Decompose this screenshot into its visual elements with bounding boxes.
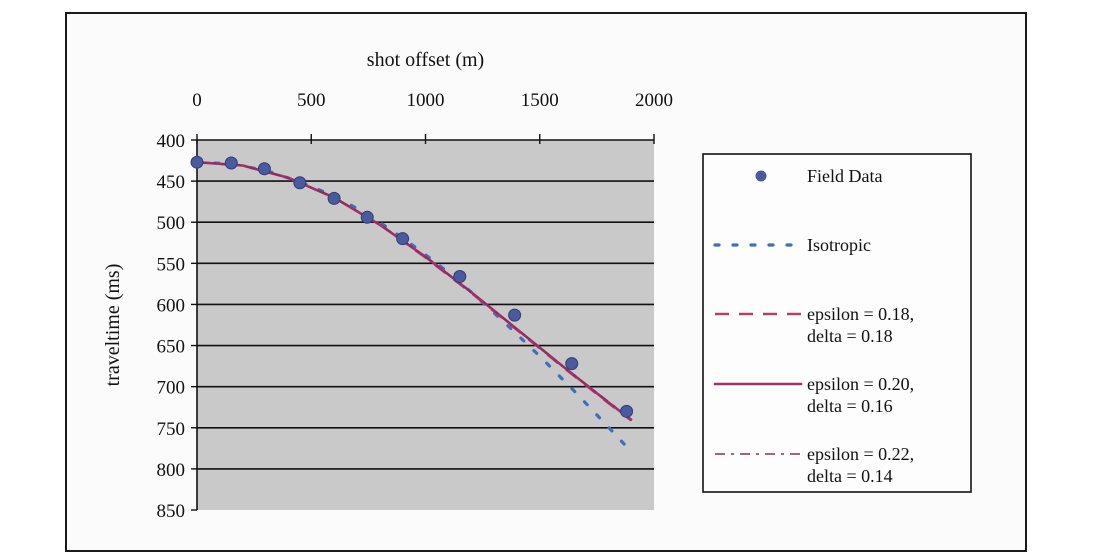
- legend-label-line: epsilon = 0.22,: [807, 444, 914, 464]
- y-tick-label-750: 750: [157, 419, 186, 440]
- legend-box: [702, 153, 972, 493]
- legend-label-line: epsilon = 0.20,: [807, 374, 914, 394]
- field-data-point: [453, 269, 467, 283]
- chart-frame: 0 500 1000 1500 2000 400 450 500 550 600 650 700 75…: [65, 12, 1027, 552]
- y-tick-label-850: 850: [157, 501, 186, 522]
- gridlines: [197, 180, 654, 470]
- legend-label-0: Field Data: [807, 166, 882, 186]
- field-data-point: [293, 176, 307, 190]
- y-axis-title: traveltime (ms): [102, 264, 124, 387]
- legend-label-line: Isotropic: [807, 235, 871, 255]
- legend-label-4: epsilon = 0.22, delta = 0.14: [807, 444, 914, 486]
- y-tick-label-400: 400: [157, 131, 186, 152]
- field-data-point: [508, 308, 522, 322]
- legend-label-3: epsilon = 0.20, delta = 0.16: [807, 374, 914, 416]
- y-tick-label-550: 550: [157, 254, 186, 275]
- field-data-point: [190, 155, 204, 169]
- series-line-dashdot: [196, 161, 632, 420]
- x-tick-label-500: 500: [297, 90, 326, 111]
- field-data-point: [327, 191, 341, 205]
- y-tick-label-450: 450: [157, 172, 186, 193]
- x-tick-label-1500: 1500: [521, 90, 559, 111]
- y-tick-label-700: 700: [157, 378, 186, 399]
- field-data-point: [620, 404, 634, 418]
- legend-label-line: epsilon = 0.18,: [807, 304, 914, 324]
- field-data-point: [565, 357, 579, 371]
- legend-label-line: Field Data: [807, 166, 882, 186]
- y-axis: 400 450 500 550 600 650 700 750 800 850: [157, 131, 198, 522]
- field-data-point: [396, 232, 410, 246]
- plot-area: [197, 140, 654, 510]
- x-tick-label-0: 0: [192, 90, 202, 111]
- x-tick-label-1000: 1000: [407, 90, 445, 111]
- y-tick-label-800: 800: [157, 460, 186, 481]
- y-tick-label-600: 600: [157, 295, 186, 316]
- legend-label-line: delta = 0.18: [807, 326, 893, 346]
- field-data-markers: [190, 155, 634, 418]
- y-tick-label-650: 650: [157, 337, 186, 358]
- field-data-point: [224, 156, 238, 170]
- field-data-point: [360, 210, 374, 224]
- legend-marker-field-data: [755, 170, 767, 182]
- legend-label-2: epsilon = 0.18, delta = 0.18: [807, 304, 914, 346]
- y-tick-label-500: 500: [157, 213, 186, 234]
- traveltime-chart: 0 500 1000 1500 2000 400 450 500 550 600 650 700 75…: [102, 49, 972, 522]
- legend-label-line: delta = 0.14: [807, 466, 893, 486]
- legend-label-1: Isotropic: [807, 235, 871, 255]
- legend-label-line: delta = 0.16: [807, 396, 893, 416]
- x-axis-title: shot offset (m): [367, 49, 484, 71]
- x-tick-label-2000: 2000: [635, 90, 673, 111]
- series-lines: [195, 160, 633, 454]
- x-axis: 0 500 1000 1500 2000: [192, 90, 673, 144]
- field-data-point: [257, 162, 271, 176]
